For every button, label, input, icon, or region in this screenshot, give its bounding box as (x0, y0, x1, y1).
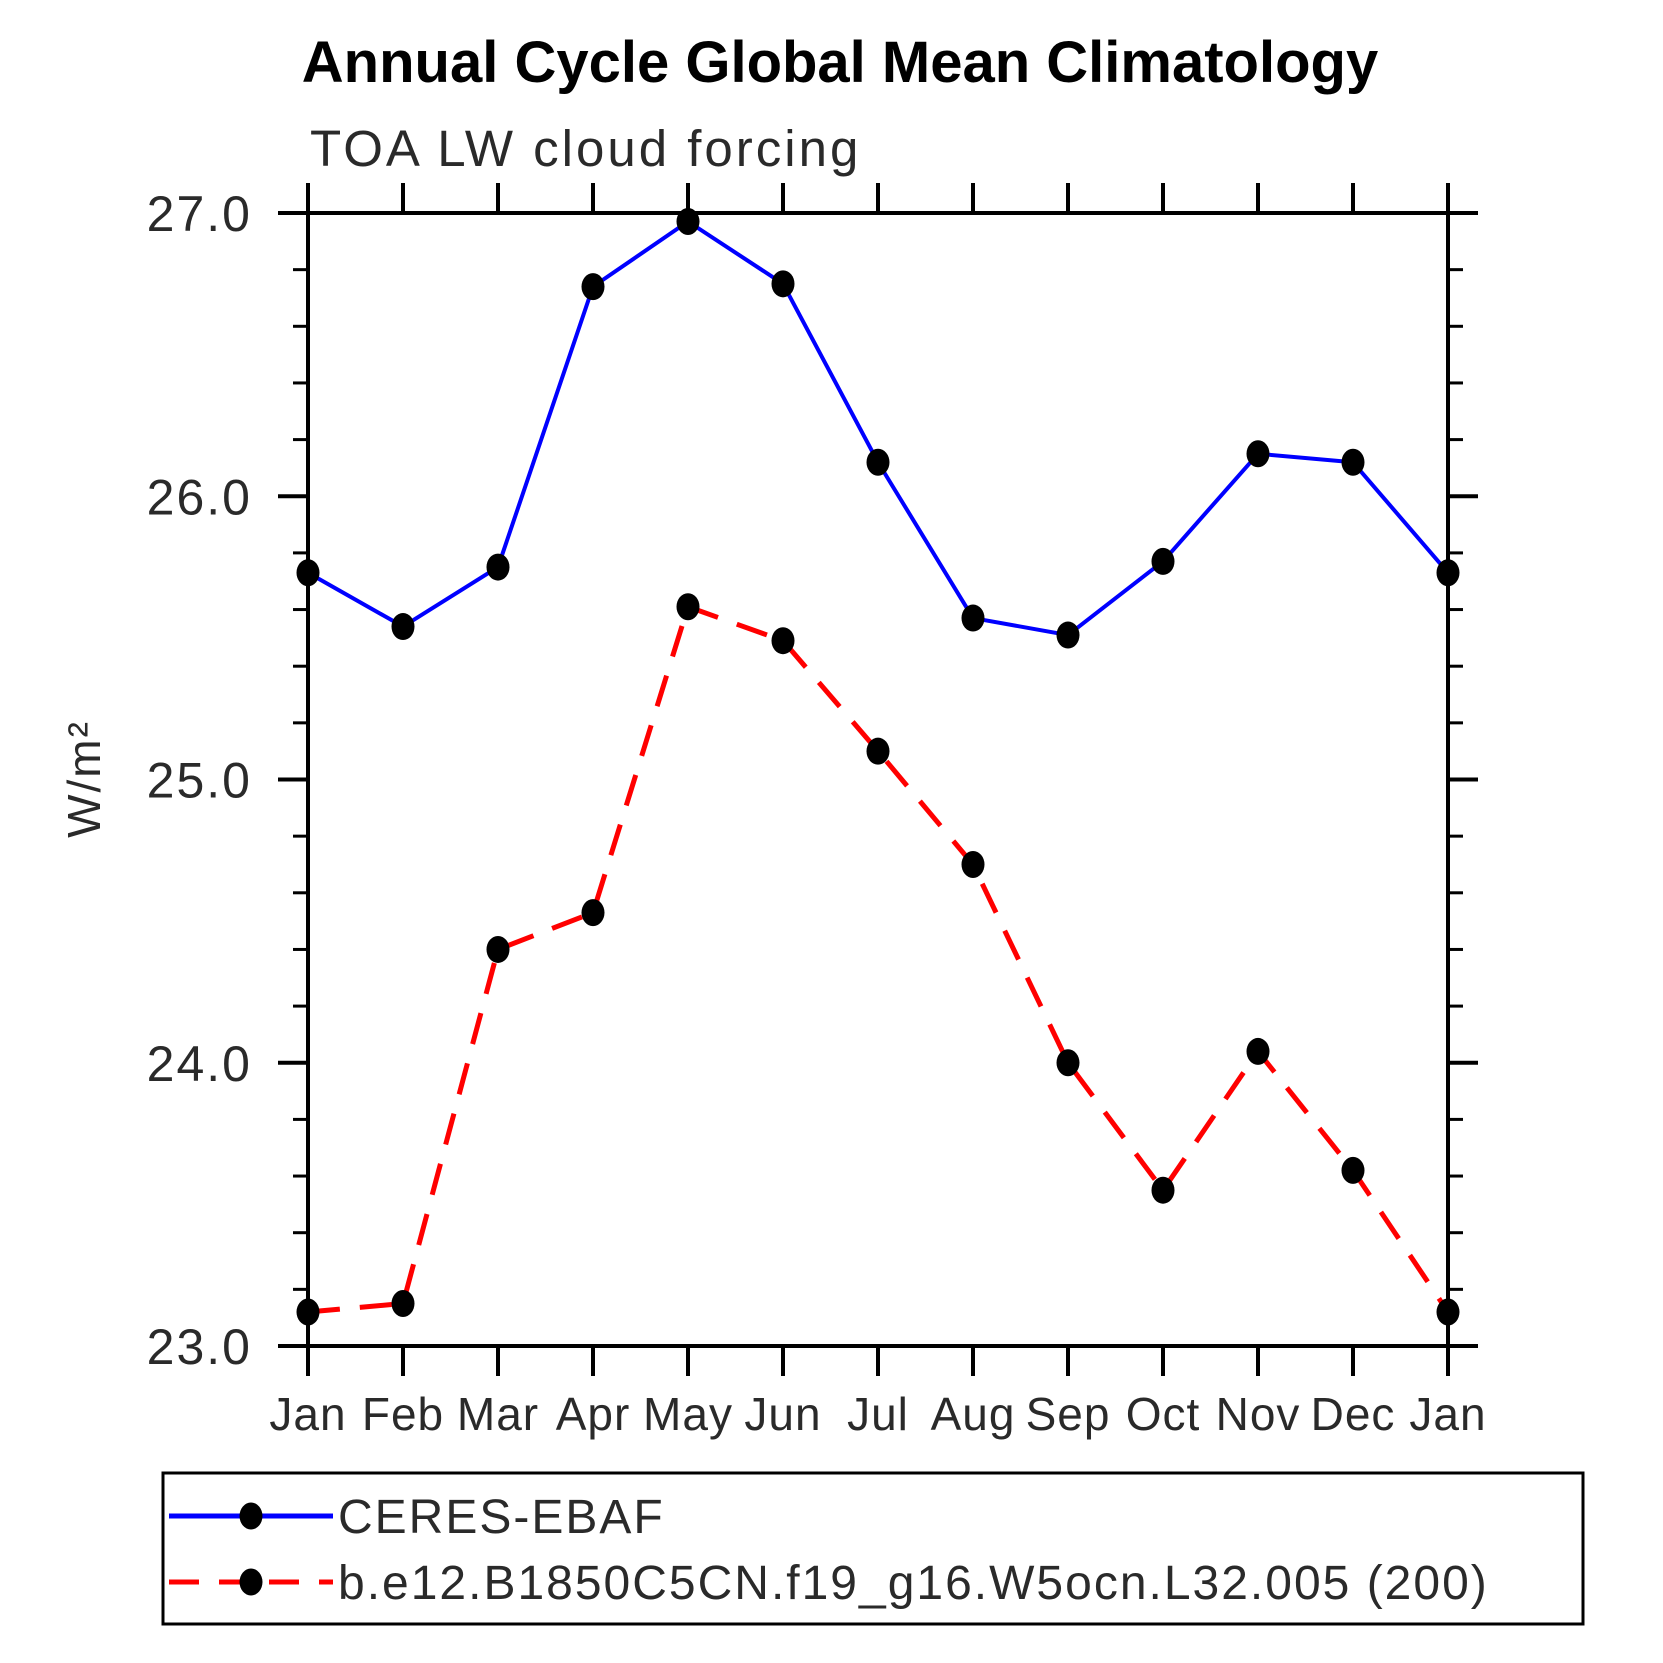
legend-marker-0 (239, 1502, 263, 1530)
plot-area: 23.0 24.0 25.0 26.0 27.0 Jan Feb Mar Apr May Jun Ju… (147, 183, 1486, 1440)
y-tick-label: 24.0 (147, 1036, 252, 1092)
data-point-marker (391, 613, 415, 641)
data-point-marker (1436, 559, 1460, 587)
data-point-marker (391, 1290, 415, 1318)
data-point-marker (676, 593, 700, 621)
data-point-marker (771, 627, 795, 655)
data-point-marker (866, 737, 890, 765)
x-tick-label: Sep (1026, 1388, 1111, 1440)
data-point-marker (1341, 1156, 1365, 1184)
x-tick-label: Oct (1126, 1388, 1201, 1440)
data-point-marker (676, 207, 700, 235)
x-tick-label: Jun (744, 1388, 821, 1440)
data-point-marker (1341, 448, 1365, 476)
x-tick-label: Feb (362, 1388, 444, 1440)
data-point-marker (1151, 1176, 1175, 1204)
data-point-marker (866, 448, 890, 476)
x-tick-label: Aug (931, 1388, 1016, 1440)
legend: CERES-EBAF b.e12.B1850C5CN.f19_g16.W5ocn.… (161, 1471, 1585, 1626)
data-point-marker (1436, 1298, 1460, 1326)
y-tick-label: 26.0 (147, 469, 252, 525)
axes-frame (306, 211, 1450, 1348)
y-tick-label: 23.0 (147, 1319, 252, 1375)
legend-label-1: b.e12.B1850C5CN.f19_g16.W5ocn.L32.005 (2… (338, 1557, 1489, 1610)
x-tick-label: May (643, 1388, 733, 1440)
x-tick-label: Nov (1216, 1388, 1301, 1440)
chart-subtitle: TOA LW cloud forcing (310, 120, 861, 177)
x-tick-label: Jan (1409, 1388, 1486, 1440)
data-point-marker (961, 850, 985, 878)
x-tick-label: Jul (847, 1388, 909, 1440)
data-point-marker (581, 899, 605, 927)
data-point-marker (486, 553, 510, 581)
y-tick-label: 27.0 (147, 186, 252, 242)
data-point-marker (581, 273, 605, 301)
y-axis-label: W/m² (58, 720, 110, 838)
series-line-1 (307, 604, 1451, 1315)
chart-title: Annual Cycle Global Mean Climatology (302, 30, 1378, 95)
data-point-marker (1246, 1037, 1270, 1065)
x-tick-label: Apr (556, 1388, 631, 1440)
x-tick-label: Mar (457, 1388, 539, 1440)
data-point-marker (1056, 621, 1080, 649)
legend-marker-1 (239, 1568, 263, 1596)
data-point-marker (486, 935, 510, 963)
data-point-marker (296, 559, 320, 587)
x-tick-label: Dec (1311, 1388, 1396, 1440)
legend-box (161, 1471, 1585, 1626)
data-point-marker (771, 270, 795, 298)
x-tick-label: Jan (269, 1388, 346, 1440)
data-point-marker (1151, 547, 1175, 575)
data-point-marker (961, 604, 985, 632)
data-point-marker (1056, 1049, 1080, 1077)
data-point-marker (1246, 440, 1270, 468)
legend-label-0: CERES-EBAF (338, 1491, 665, 1544)
series-line-0 (307, 219, 1450, 638)
y-tick-label: 25.0 (147, 753, 252, 809)
data-point-marker (296, 1298, 320, 1326)
